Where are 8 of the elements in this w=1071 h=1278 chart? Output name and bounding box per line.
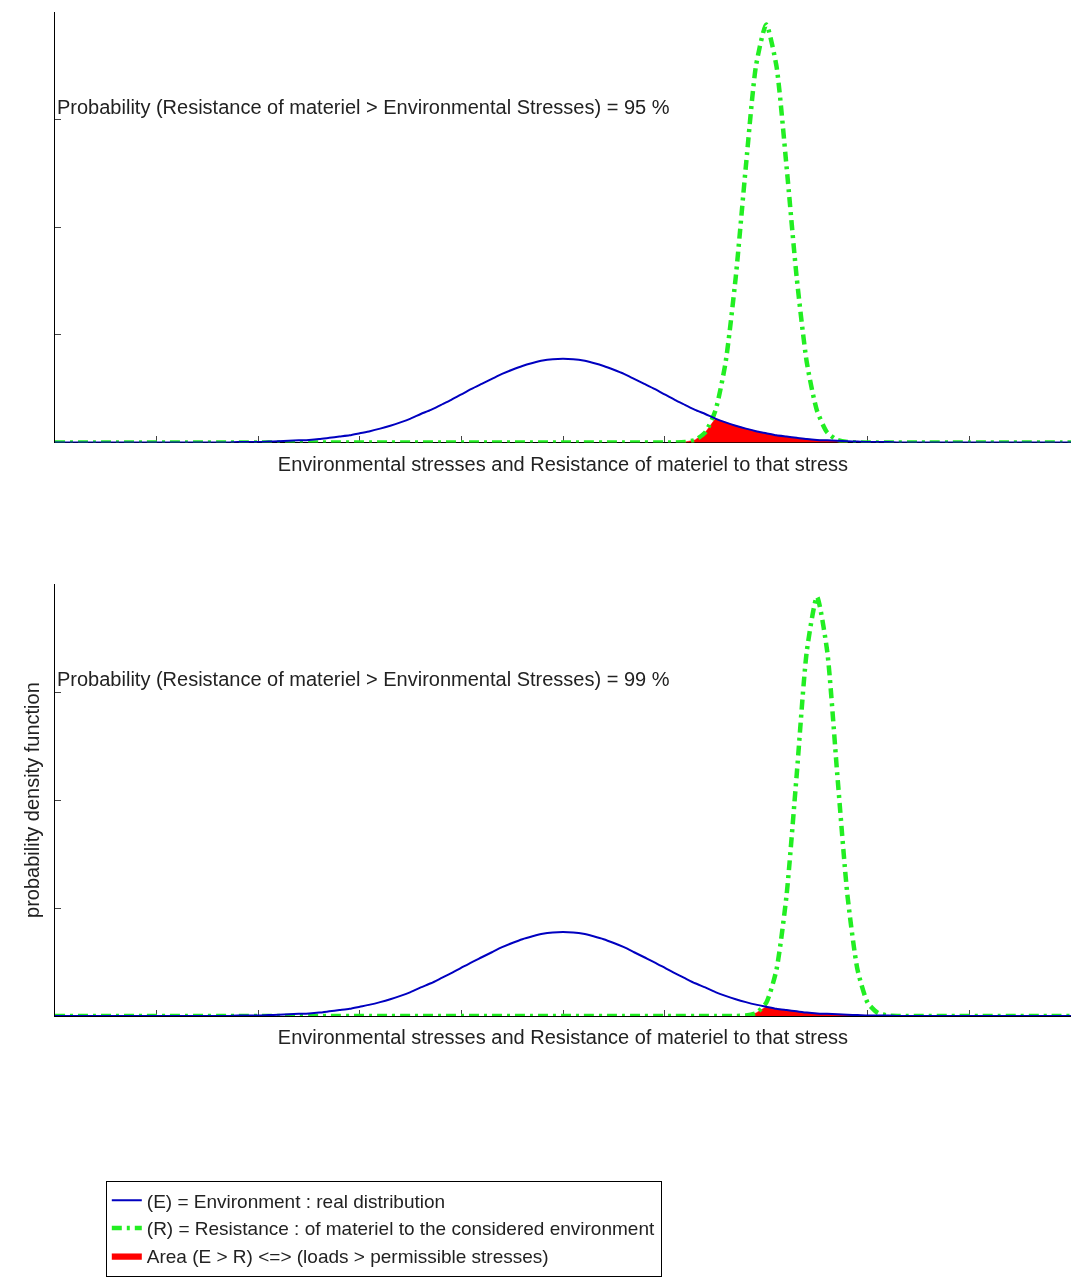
x-axis-title: Environmental stresses and Resistance of materiel to that stress (277, 1026, 849, 1049)
x-axis-title: Environmental stresses and Resistance of materiel to that stress (277, 452, 849, 475)
legend-label: (R) = Resistance : of materiel to the considered environment (146, 1218, 655, 1240)
legend-label: Area (E > R) <=> (loads > permissible stresses) (146, 1246, 549, 1268)
y-axis-title: probability density function (21, 682, 44, 918)
annotation: Probability (Resistance of materiel > Environmental Stresses) = 95 % (57, 96, 670, 118)
legend-label: (E) = Environment : real distribution (146, 1190, 446, 1212)
annotation: Probability (Resistance of materiel > Environmental Stresses) = 99 % (57, 668, 670, 690)
